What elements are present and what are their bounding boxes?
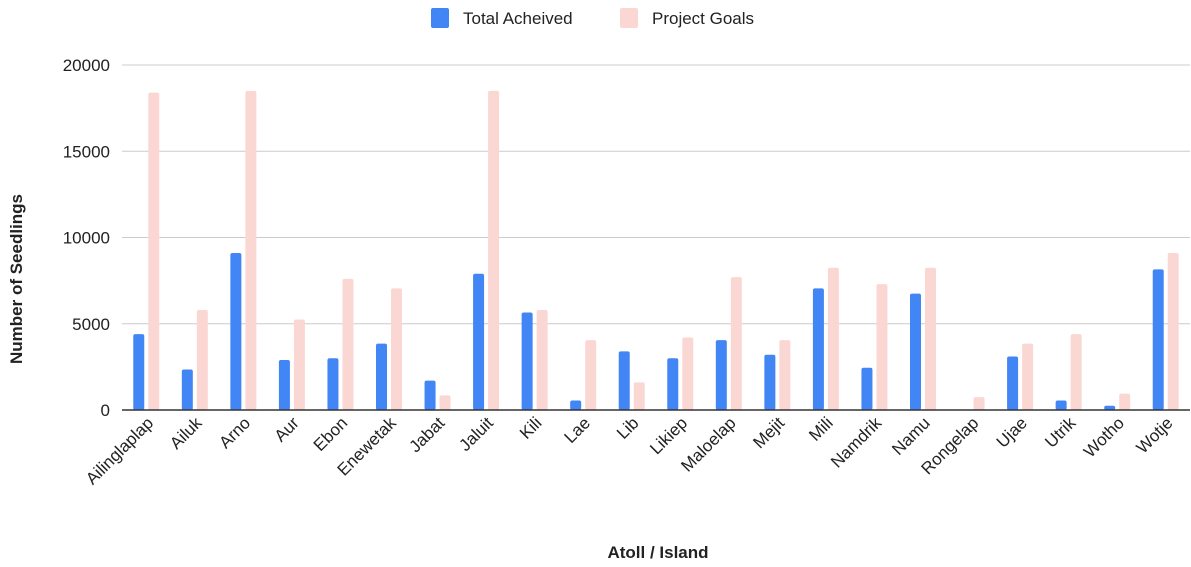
bar-total-acheived-ailinglaplap [133,334,145,410]
bar-project-goals-ujae [1022,343,1034,410]
bar-total-acheived-ebon [327,358,339,410]
x-tick-label: Wotje [1133,413,1177,457]
bar-total-acheived-jaluit [473,273,485,410]
bars [133,90,1179,410]
x-tick-label: Mejit [749,413,788,452]
x-tick-label: Kili [516,413,545,442]
bar-project-goals-namdrik [876,284,888,410]
bar-total-acheived-wotje [1152,269,1164,410]
bar-project-goals-maloelap [730,277,742,410]
bar-total-acheived-lib [618,351,630,410]
bar-project-goals-wotje [1167,253,1179,410]
bar-project-goals-ailinglaplap [148,92,160,410]
bar-project-goals-rongelap [973,397,985,410]
x-tick-label: Lae [561,413,594,446]
bar-total-acheived-wotho [1104,405,1116,410]
legend-label-project-goals: Project Goals [652,9,754,28]
bar-total-acheived-utrik [1055,400,1067,410]
bar-total-acheived-lae [570,400,582,410]
bar-project-goals-aur [293,319,305,410]
bar-total-acheived-likiep [667,358,679,410]
x-tick-label: Ailuk [166,413,206,453]
x-tick-label: Ailinglaplap [82,413,157,488]
bar-total-acheived-mejit [764,354,776,410]
gridlines [122,64,1190,325]
bar-total-acheived-ailuk [181,369,193,410]
legend-swatch-total-acheived [431,8,449,28]
bar-total-acheived-mili [812,288,824,410]
x-tick-label: Utrik [1041,413,1079,451]
y-tick-label: 5000 [72,315,110,334]
bar-project-goals-ailuk [196,309,208,410]
x-tick-label: Ebon [310,413,352,455]
bar-total-acheived-namdrik [861,367,873,410]
bar-project-goals-namu [925,267,936,410]
legend-label-total-acheived: Total Acheived [463,9,573,28]
bar-total-acheived-kili [521,312,533,410]
legend: Total Acheived Project Goals [431,8,754,28]
bar-project-goals-mili [827,267,839,410]
y-tick-label: 0 [101,401,110,420]
x-tick-label: Likiep [646,413,691,458]
x-tick-label: Jaluit [455,413,497,455]
bar-project-goals-ebon [342,278,354,410]
x-axis-title: Atoll / Island [607,543,708,562]
x-tick-label: Arno [215,413,254,452]
x-tick-label: Mili [805,413,836,444]
bar-project-goals-wotho [1119,393,1131,410]
bar-total-acheived-namu [910,293,921,410]
bar-project-goals-jaluit [488,90,500,410]
bar-total-acheived-jabat [424,380,436,410]
x-tick-label: Lib [613,413,642,442]
x-tick-label: Namu [888,413,934,459]
bar-project-goals-mejit [779,340,791,410]
x-tick-label: Ujae [993,413,1031,451]
y-axis-title: Number of Seedlings [7,194,26,364]
bar-project-goals-lae [585,340,597,410]
bar-project-goals-jabat [439,395,451,410]
bar-project-goals-kili [536,309,548,410]
y-tick-label: 20000 [63,56,110,75]
y-axis-ticks: 0 5000 10000 15000 20000 [63,56,110,420]
bar-total-acheived-maloelap [715,340,727,410]
bar-total-acheived-aur [278,359,290,410]
y-tick-label: 15000 [63,142,110,161]
bar-project-goals-likiep [682,337,694,410]
legend-swatch-project-goals [620,8,638,28]
x-tick-label: Namdrik [827,413,886,472]
bar-project-goals-utrik [1070,334,1082,410]
x-tick-label: Wotho [1080,413,1128,461]
bar-project-goals-arno [245,90,257,410]
bar-total-acheived-ujae [1007,356,1019,410]
bar-project-goals-enewetak [391,288,402,410]
bar-project-goals-lib [633,382,645,410]
bar-total-acheived-enewetak [376,343,387,410]
bar-total-acheived-arno [230,253,242,410]
x-tick-label: Aur [271,413,303,445]
x-tick-label: Jabat [406,413,449,456]
y-tick-label: 10000 [63,229,110,248]
